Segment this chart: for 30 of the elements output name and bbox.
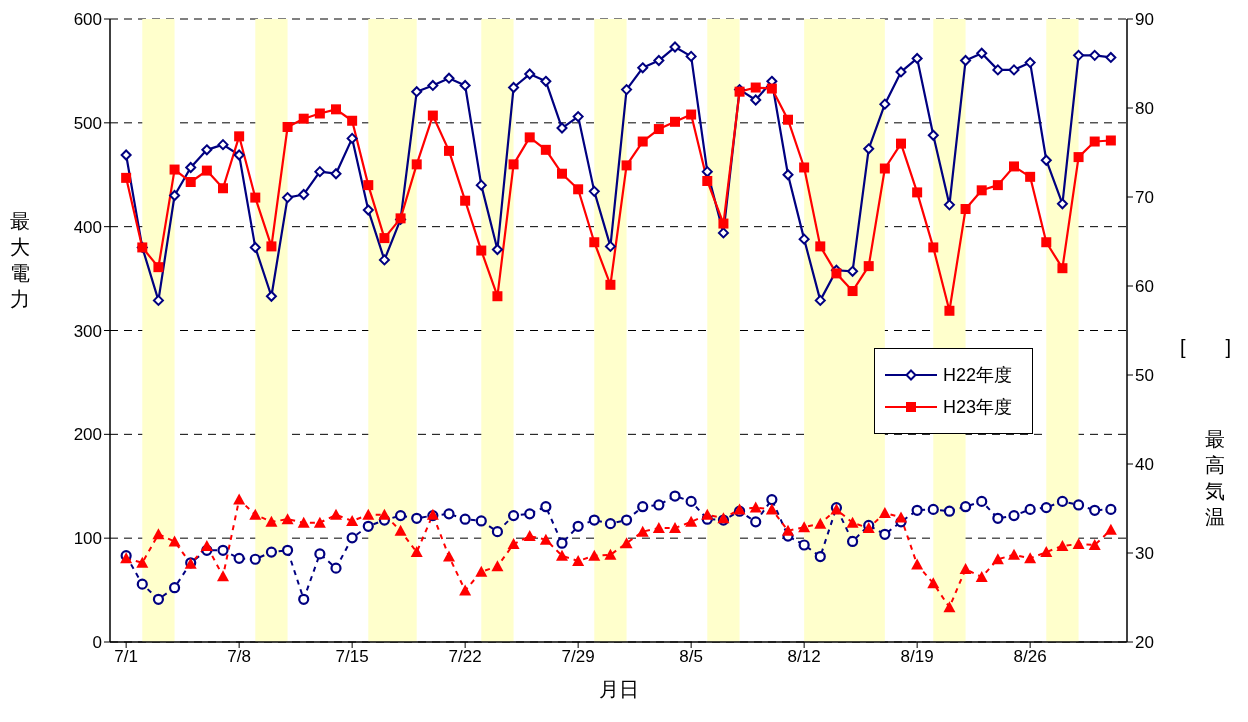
y2-tick-label: 40 — [1135, 455, 1154, 475]
y-tick-label: 0 — [92, 633, 102, 653]
y2-tick-label: 50 — [1135, 366, 1154, 386]
y-tick-label: 600 — [73, 10, 102, 30]
y2-tick-label: 80 — [1135, 99, 1154, 119]
y2-tick-label: 60 — [1135, 277, 1154, 297]
legend-label: H23年度 — [943, 396, 1013, 419]
y2-tick-label: 30 — [1135, 544, 1154, 564]
legend-label: H22年度 — [943, 364, 1013, 387]
y-tick-label: 400 — [73, 217, 102, 237]
x-tick-label: 7/15 — [335, 647, 369, 667]
y2-tick-label: 20 — [1135, 633, 1154, 653]
x-tick-label: 8/12 — [787, 647, 821, 667]
x-tick-label: 7/1 — [114, 647, 138, 667]
x-tick-label: 8/19 — [900, 647, 934, 667]
x-tick-label: 7/22 — [448, 647, 482, 667]
y-axis-title: 最大電力 — [10, 209, 31, 312]
text: [ ] — [1180, 335, 1232, 360]
y-tick-label: 500 — [73, 113, 102, 133]
y-tick-label: 100 — [73, 529, 102, 549]
y2-tick-label: 90 — [1135, 10, 1154, 30]
x-tick-label: 7/29 — [561, 647, 595, 667]
y2-tick-label: 70 — [1135, 188, 1154, 208]
y-tick-label: 200 — [73, 425, 102, 445]
y2-axis-title: 最高気温 — [1205, 427, 1226, 530]
x-tick-label: 8/26 — [1013, 647, 1047, 667]
x-tick-label: 8/5 — [679, 647, 703, 667]
x-axis-title: 月日 — [597, 677, 640, 702]
x-tick-label: 7/8 — [227, 647, 251, 667]
y-tick-label: 300 — [73, 321, 102, 341]
